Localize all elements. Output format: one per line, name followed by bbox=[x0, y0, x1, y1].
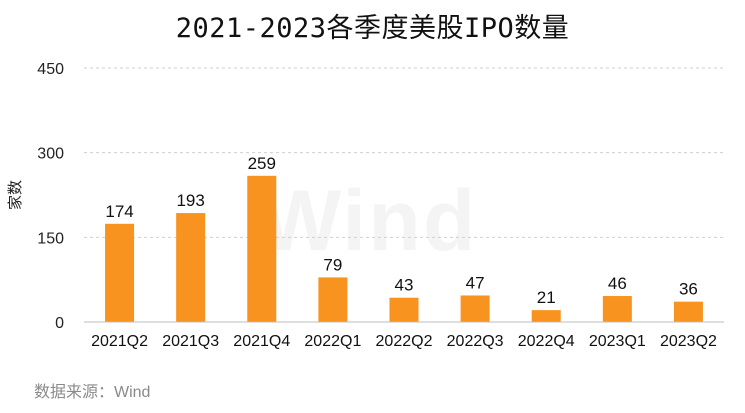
wind-watermark: Wind bbox=[260, 172, 477, 271]
y-tick-label: 300 bbox=[37, 146, 64, 163]
x-tick-label: 2021Q4 bbox=[233, 333, 290, 350]
x-tick-label: 2021Q3 bbox=[162, 333, 219, 350]
bar-value-label: 46 bbox=[608, 274, 627, 293]
x-tick-label: 2021Q2 bbox=[91, 333, 148, 350]
x-axis-labels: 2021Q2 2021Q3 2021Q4 2022Q1 2022Q2 2022Q3 2022… bbox=[91, 333, 717, 350]
bar-value-label: 79 bbox=[323, 255, 342, 274]
y-tick-label: 0 bbox=[55, 315, 64, 332]
y-axis-label: 家数 bbox=[6, 180, 24, 210]
y-tick-label: 450 bbox=[37, 61, 64, 78]
y-axis-ticks: 0 150 300 450 bbox=[37, 61, 64, 332]
x-tick-label: 2022Q2 bbox=[376, 333, 433, 350]
bar-2021q2 bbox=[105, 223, 135, 322]
bar-value-label: 36 bbox=[679, 280, 698, 299]
bar-value-label: 174 bbox=[105, 202, 133, 221]
bar-2022q3 bbox=[460, 295, 490, 322]
bar-2023q1 bbox=[602, 296, 632, 322]
x-tick-label: 2022Q1 bbox=[304, 333, 361, 350]
bar-value-label: 21 bbox=[537, 288, 556, 307]
bar-2022q1 bbox=[318, 277, 348, 322]
source-note: 数据来源：Wind bbox=[34, 384, 151, 401]
bar-value-label: 259 bbox=[248, 154, 276, 173]
x-tick-label: 2022Q4 bbox=[518, 333, 575, 350]
bar-value-label: 43 bbox=[395, 276, 414, 295]
bar-value-label: 47 bbox=[466, 273, 485, 292]
y-tick-label: 150 bbox=[37, 230, 64, 247]
bar-value-label: 193 bbox=[176, 191, 204, 210]
x-tick-label: 2023Q1 bbox=[589, 333, 646, 350]
bar-2022q2 bbox=[389, 297, 419, 322]
gridlines bbox=[84, 67, 724, 238]
bar-2021q3 bbox=[176, 213, 206, 322]
bar-2023q2 bbox=[673, 301, 703, 322]
bars: 174 193 259 79 43 47 21 46 36 bbox=[105, 154, 703, 322]
bar-2021q4 bbox=[247, 175, 277, 322]
x-tick-label: 2023Q2 bbox=[660, 333, 717, 350]
x-tick-label: 2022Q3 bbox=[447, 333, 504, 350]
bar-2022q4 bbox=[531, 310, 561, 322]
chart-title: 2021-2023各季度美股IPO数量 bbox=[175, 13, 570, 44]
